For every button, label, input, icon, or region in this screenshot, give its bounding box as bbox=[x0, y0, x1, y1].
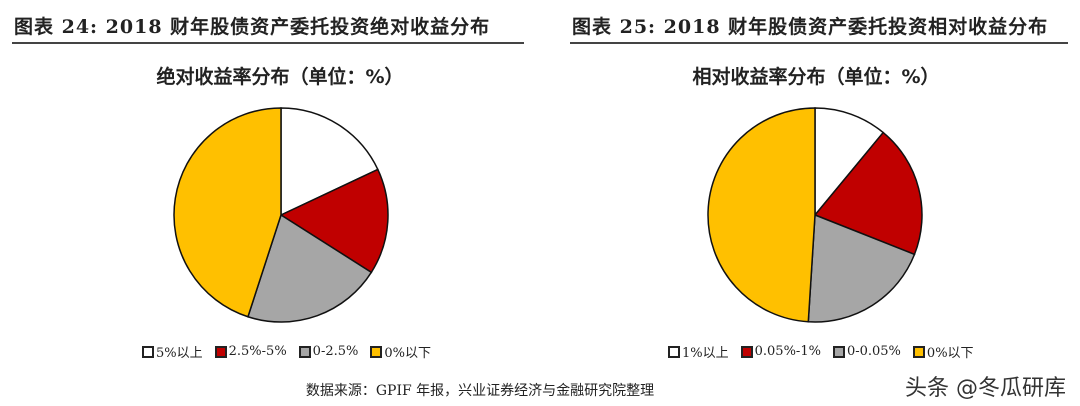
legend-item: 0-0.05% bbox=[832, 342, 901, 361]
pie-chart-left bbox=[173, 107, 389, 323]
divider-right bbox=[570, 42, 1068, 44]
legend-swatch bbox=[668, 345, 680, 358]
legend-label: 0%以下 bbox=[926, 346, 974, 361]
figure-title-left: 图表 24: 2018 财年股债资产委托投资绝对收益分布 bbox=[14, 16, 491, 38]
pie-slice bbox=[813, 131, 923, 256]
legend-item: 0.05%-1% bbox=[740, 342, 821, 361]
legend-swatch bbox=[370, 345, 383, 358]
legend-label: 0%以下 bbox=[384, 346, 431, 361]
pie-chart-right bbox=[707, 107, 923, 323]
legend-item: 2.5%-5% bbox=[214, 342, 287, 361]
legend-right: 1%以上 0.05%-1% 0-0.05% 0%以下 bbox=[668, 342, 974, 361]
legend-label: 0-0.05% bbox=[846, 344, 901, 359]
divider-left bbox=[12, 42, 524, 44]
legend-swatch bbox=[832, 345, 845, 358]
legend-label: 0-2.5% bbox=[312, 344, 359, 359]
legend-item: 1%以上 bbox=[668, 342, 729, 361]
legend-item: 0%以下 bbox=[370, 342, 431, 361]
pie-slice bbox=[246, 213, 373, 323]
chart-title-right: 相对收益率分布（单位：%） bbox=[692, 66, 940, 88]
legend-left: 5%以上 2.5%-5% 0-2.5% 0%以下 bbox=[142, 342, 431, 361]
legend-label: 5%以上 bbox=[156, 346, 203, 361]
figure-title-right: 图表 25: 2018 财年股债资产委托投资相对收益分布 bbox=[572, 16, 1049, 38]
legend-label: 2.5%-5% bbox=[228, 344, 287, 359]
legend-swatch bbox=[740, 345, 753, 358]
legend-item: 0%以下 bbox=[912, 342, 974, 361]
legend-swatch bbox=[214, 345, 227, 358]
legend-swatch bbox=[142, 345, 154, 358]
pie-slice bbox=[279, 168, 389, 274]
pie-slice bbox=[814, 107, 885, 218]
legend-swatch bbox=[298, 345, 311, 358]
legend-label: 0.05%-1% bbox=[754, 344, 821, 359]
legend-label: 1%以上 bbox=[682, 346, 729, 361]
pie-slice bbox=[707, 107, 816, 323]
legend-item: 0-2.5% bbox=[298, 342, 359, 361]
pie-slice bbox=[173, 107, 282, 318]
chart-title-left: 绝对收益率分布（单位：%） bbox=[156, 66, 404, 88]
pie-slice bbox=[280, 107, 379, 217]
watermark: 头条 @冬瓜研库 bbox=[905, 376, 1066, 401]
pie-slice bbox=[807, 213, 916, 323]
source-note: 数据来源：GPIF 年报，兴业证券经济与金融研究院整理 bbox=[305, 383, 655, 399]
legend-swatch bbox=[912, 345, 925, 358]
legend-item: 5%以上 bbox=[142, 342, 203, 361]
